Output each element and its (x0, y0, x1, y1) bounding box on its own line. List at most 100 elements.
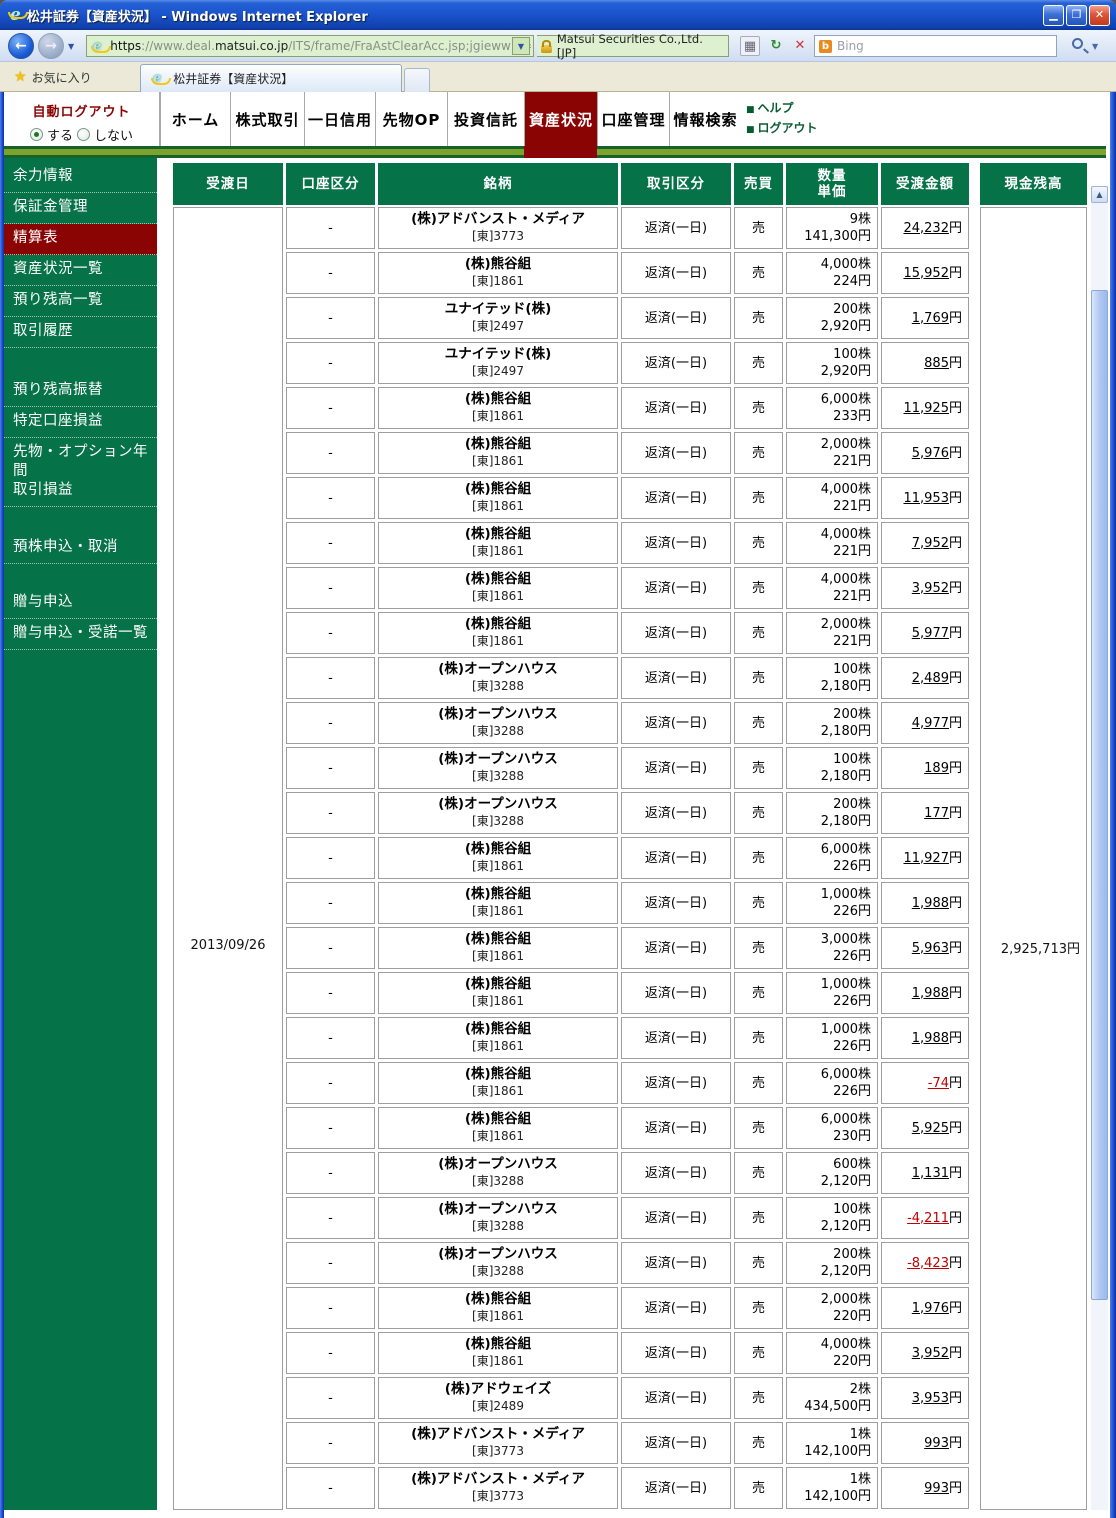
sidebar-item-1[interactable]: 保証金管理 (4, 193, 157, 224)
address-field[interactable]: e https ://www.deal.matsui.co.jp/ITS/fra… (86, 35, 534, 57)
nav-tab-4[interactable]: 投資信託 (447, 92, 524, 146)
settlement-amount-link[interactable]: 1,988 (911, 985, 949, 1001)
auto-logout-on-radio[interactable] (29, 128, 43, 141)
link-label: ログアウト (757, 121, 818, 135)
nav-tab-3[interactable]: 先物OP (375, 92, 447, 146)
quantity: 1株 (849, 1427, 871, 1442)
settlement-amount-link[interactable]: 15,952 (903, 265, 949, 281)
cell-trade-type: 返済(一日) (621, 1062, 731, 1104)
settlement-amount-link[interactable]: 993 (924, 1480, 949, 1496)
settlement-amount-link[interactable]: -8,423 (907, 1255, 949, 1271)
stock-code: [東]1861 (472, 274, 524, 288)
settlement-amount-link[interactable]: 3,953 (911, 1390, 949, 1406)
stop-button[interactable]: ✕ (794, 38, 806, 53)
nav-tab-7[interactable]: 情報検索 (669, 92, 741, 146)
quantity: 9株 (849, 212, 871, 227)
help-link[interactable]: ■ ヘルプ (746, 99, 818, 116)
nav-tab-5[interactable]: 資産状況 (524, 92, 597, 146)
sidebar-item-10[interactable]: 贈与申込 (4, 588, 157, 619)
search-icon[interactable] (1072, 38, 1083, 49)
quantity: 4,000株 (820, 1337, 871, 1352)
forward-button[interactable]: → (38, 33, 64, 59)
vertical-scrollbar[interactable]: ▲ ▼ (1091, 186, 1108, 1510)
sidebar-item-3[interactable]: 資産状況一覧 (4, 255, 157, 286)
yen-suffix: 円 (948, 1075, 962, 1091)
sidebar-item-7[interactable]: 特定口座損益 (4, 407, 157, 438)
stock-code: [東]3288 (472, 814, 524, 828)
quantity: 2株 (849, 1382, 871, 1397)
settlement-amount-link[interactable]: 3,952 (911, 1345, 949, 1361)
nav-tab-2[interactable]: 一日信用 (304, 92, 375, 146)
compatibility-view-icon[interactable]: ▦ (740, 36, 760, 56)
settlement-amount-link[interactable]: 5,963 (911, 940, 949, 956)
favorites-button[interactable]: ★ お気に入り (8, 66, 98, 88)
yen-suffix: 円 (948, 1435, 962, 1451)
auto-logout-off-radio[interactable] (77, 128, 90, 141)
nav-tab-1[interactable]: 株式取引 (230, 92, 304, 146)
sidebar-item-0[interactable]: 余力情報 (4, 162, 157, 193)
settlement-amount-link[interactable]: 1,769 (911, 310, 949, 326)
minimize-button[interactable]: ▁ (1043, 4, 1064, 26)
cell-settlement-amount: 2,489円 (881, 657, 969, 699)
cell-stock: ユナイテッド(株) [東]2497 (378, 342, 618, 384)
maximize-button[interactable]: ❐ (1066, 4, 1087, 26)
scrollbar-thumb[interactable] (1091, 290, 1108, 1300)
sidebar-item-6[interactable]: 預り残高振替 (4, 376, 157, 407)
settlement-amount-link[interactable]: -4,211 (907, 1210, 949, 1226)
settlement-amount-link[interactable]: 1,988 (911, 1030, 949, 1046)
settlement-amount-link[interactable]: 1,988 (911, 895, 949, 911)
cell-trade-type: 返済(一日) (621, 1422, 731, 1464)
settlement-amount-link[interactable]: 5,925 (911, 1120, 949, 1136)
new-tab-stub[interactable] (404, 68, 430, 92)
cell-trade-type: 返済(一日) (621, 702, 731, 744)
browser-tab-active[interactable]: e 松井証券【資産状況】 (140, 64, 402, 92)
cell-settlement-amount: 11,925円 (881, 387, 969, 429)
settlement-amount-link[interactable]: 993 (924, 1435, 949, 1451)
settlement-amount-link[interactable]: 11,927 (903, 850, 949, 866)
settlement-amount-link[interactable]: 2,489 (911, 670, 949, 686)
settlement-amount-link[interactable]: 189 (924, 760, 949, 776)
search-box[interactable]: b Bing (814, 35, 1057, 57)
settlement-amount-link[interactable]: 1,976 (911, 1300, 949, 1316)
sidebar-item-5[interactable]: 取引履歴 (4, 317, 157, 348)
back-button[interactable]: ← (8, 33, 34, 59)
scroll-up-icon[interactable]: ▲ (1091, 186, 1108, 203)
address-toolbar: ← → ▼ e https ://www.deal.matsui.co.jp/I… (0, 30, 1116, 62)
sidebar-item-2[interactable]: 精算表 (4, 224, 157, 255)
sidebar-item-9[interactable]: 預株申込・取消 (4, 533, 157, 564)
quantity: 100株 (833, 662, 871, 677)
settlement-amount-link[interactable]: -74 (927, 1075, 949, 1091)
cell-trade-type: 返済(一日) (621, 522, 731, 564)
cell-stock: (株)熊谷組 [東]1861 (378, 612, 618, 654)
cell-side: 売 (734, 927, 783, 969)
nav-tab-0[interactable]: ホーム (160, 92, 230, 146)
address-dropdown-icon[interactable]: ▼ (512, 37, 530, 55)
sidebar-item-4[interactable]: 預り残高一覧 (4, 286, 157, 317)
cell-qty-price: 4,000株 224円 (786, 252, 878, 294)
close-button[interactable]: ✕ (1089, 4, 1110, 26)
settlement-amount-link[interactable]: 5,977 (911, 625, 949, 641)
cell-settlement-amount: 1,988円 (881, 882, 969, 924)
settlement-amount-link[interactable]: 4,977 (911, 715, 949, 731)
sidebar-item-11[interactable]: 贈与申込・受諾一覧 (4, 619, 157, 650)
logout-link[interactable]: ■ ログアウト (746, 119, 818, 136)
settlement-amount-link[interactable]: 177 (924, 805, 949, 821)
refresh-button[interactable]: ↻ (770, 38, 782, 53)
recent-pages-dropdown-icon[interactable]: ▼ (68, 42, 75, 51)
settlement-amount-link[interactable]: 1,131 (911, 1165, 949, 1181)
cell-account-type: - (286, 477, 375, 519)
ssl-certificate-badge[interactable]: Matsui Securities Co.,Ltd. [JP] (537, 32, 729, 60)
search-options-dropdown-icon[interactable]: ▼ (1092, 42, 1099, 51)
sidebar-item-8[interactable]: 先物・オプション年間 取引損益 (4, 438, 157, 507)
settlement-amount-link[interactable]: 3,952 (911, 580, 949, 596)
cell-stock: (株)熊谷組 [東]1861 (378, 522, 618, 564)
nav-tab-6[interactable]: 口座管理 (597, 92, 669, 146)
settlement-amount-link[interactable]: 7,952 (911, 535, 949, 551)
settlement-amount-link[interactable]: 24,232 (903, 220, 949, 236)
url-text: ://www.deal.matsui.co.jp/ITS/frame/FraAs… (141, 39, 531, 53)
settlement-amount-link[interactable]: 5,976 (911, 445, 949, 461)
settlement-amount-link[interactable]: 11,953 (903, 490, 949, 506)
settlement-amount-link[interactable]: 11,925 (903, 400, 949, 416)
settlement-amount-link[interactable]: 885 (924, 355, 949, 371)
cell-stock: (株)熊谷組 [東]1861 (378, 477, 618, 519)
